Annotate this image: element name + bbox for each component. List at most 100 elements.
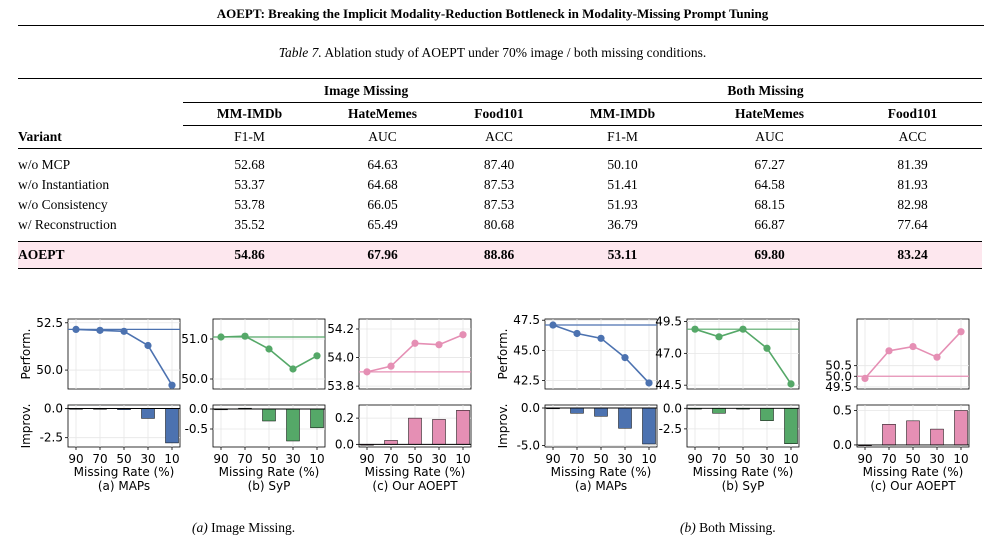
dataset-header: Food101 — [887, 106, 938, 121]
x-tick-label: 30 — [929, 452, 944, 466]
table-cell: 83.24 — [843, 241, 982, 269]
perf-point — [645, 379, 653, 387]
x-tick-label: 90 — [359, 452, 374, 466]
perf-point — [739, 325, 747, 333]
y-tick-label: -2.5 — [40, 431, 63, 445]
perf-point — [549, 321, 557, 329]
table-cell: 54.86 — [183, 241, 316, 269]
table-row: w/ Reconstruction 35.52 65.49 80.68 36.79 66.… — [18, 215, 982, 235]
perf-point — [861, 374, 869, 382]
x-axis-label: Missing Rate (%) — [693, 465, 794, 479]
perf-point — [144, 341, 152, 350]
perf-point — [120, 327, 128, 335]
x-tick-label: 70 — [383, 452, 398, 466]
y-tick-label: 0.0 — [663, 401, 682, 415]
table-cell: 87.53 — [483, 197, 515, 212]
y-tick-label: 0.0 — [833, 438, 852, 452]
y-axis-label: Perform. — [19, 329, 33, 380]
y-tick-label: 49.5 — [825, 380, 852, 394]
improv-bar — [432, 419, 446, 445]
perf-point — [957, 328, 965, 336]
table-cell: 87.53 — [483, 177, 515, 192]
x-tick-label: 30 — [431, 452, 446, 466]
improv-bar — [310, 408, 324, 429]
table-cell: 65.49 — [367, 217, 398, 232]
group-header-image-missing: Image Missing — [323, 82, 409, 98]
table-row-ours: AOEPT 54.86 67.96 88.86 53.11 69.80 83.2… — [18, 241, 982, 269]
x-axis-label: Missing Rate (%) — [219, 465, 320, 479]
x-tick-label: 30 — [617, 452, 632, 466]
perf-point — [787, 380, 795, 388]
table-cell: 64.63 — [367, 157, 398, 172]
table-cell: 36.79 — [607, 217, 638, 232]
panel-title: (b) SyP — [722, 479, 765, 493]
dataset-header: MM-IMDb — [216, 106, 283, 121]
improv-bar — [408, 417, 422, 445]
perf-point — [313, 352, 321, 360]
table-caption-text: Ablation study of AOEPT under 70% image … — [324, 45, 707, 60]
perf-point — [691, 325, 699, 333]
x-tick-label: 70 — [881, 452, 896, 466]
table-cell: 68.15 — [754, 197, 785, 212]
x-tick-label: 30 — [140, 452, 155, 466]
perf-point — [411, 339, 419, 347]
table-cell: 81.39 — [897, 157, 928, 172]
x-axis-label: Missing Rate (%) — [365, 465, 466, 479]
dataset-header: MM-IMDb — [589, 106, 656, 121]
table-cell: 51.41 — [607, 177, 638, 192]
table-row: w/o Consistency 53.78 66.05 87.53 51.93 68.15… — [18, 195, 982, 215]
table-cell: 82.98 — [897, 197, 928, 212]
subcaption-text: Both Missing. — [699, 520, 776, 535]
subcaption-b: (b) Both Missing. — [680, 520, 776, 536]
x-tick-label: 90 — [68, 452, 83, 466]
x-tick-label: 70 — [569, 452, 584, 466]
variant-name: w/o Consistency — [18, 197, 108, 212]
perf-point — [241, 332, 249, 340]
y-axis-label: Perform. — [496, 329, 510, 380]
x-tick-label: 90 — [687, 452, 702, 466]
perf-point — [96, 326, 104, 334]
y-tick-label: 53.8 — [327, 379, 354, 393]
y-tick-label: 0.0 — [335, 437, 354, 451]
table-cell: 53.11 — [549, 241, 696, 269]
table-cell: 50.10 — [607, 157, 638, 172]
variant-name: w/o Instantiation — [18, 177, 110, 192]
y-tick-label: 51.0 — [181, 332, 208, 346]
y-tick-label: 50.0 — [181, 372, 208, 386]
table-cell: 53.37 — [234, 177, 265, 192]
table-row: w/o Instantiation 53.37 64.68 87.53 51.41 64.… — [18, 175, 982, 195]
perf-point — [168, 381, 176, 389]
dataset-header: HateMemes — [735, 106, 804, 121]
table-cell: 77.64 — [897, 217, 928, 232]
improv-bar — [906, 420, 920, 446]
improv-bar — [456, 410, 470, 445]
x-tick-label: 50 — [261, 452, 276, 466]
perf-point — [72, 325, 80, 334]
y-tick-label: 0.5 — [833, 404, 852, 418]
subcaption-label: (b) — [680, 520, 696, 535]
improv-bar — [930, 428, 944, 446]
metric-header: F1-M — [234, 129, 265, 144]
y-tick-label: 45.0 — [513, 343, 540, 357]
improv-bar — [712, 408, 726, 414]
improv-bar — [642, 407, 656, 445]
x-axis-label: Missing Rate (%) — [551, 465, 652, 479]
table-cell: 52.68 — [234, 157, 265, 172]
improv-bar — [165, 408, 179, 444]
dataset-header: HateMemes — [348, 106, 417, 121]
table-caption: Table 7. Ablation study of AOEPT under 7… — [0, 45, 985, 61]
metric-header: ACC — [898, 129, 927, 144]
x-tick-label: 50 — [905, 452, 920, 466]
perf-point — [933, 353, 941, 361]
header-rule — [18, 25, 984, 26]
y-tick-label: 49.5 — [655, 315, 682, 329]
x-tick-label: 30 — [759, 452, 774, 466]
improv-bar — [286, 408, 300, 442]
x-tick-label: 10 — [641, 452, 656, 466]
metric-header: AUC — [755, 129, 784, 144]
variant-name: w/ Reconstruction — [18, 217, 117, 232]
x-tick-label: 10 — [309, 452, 324, 466]
table-cell: 67.96 — [316, 241, 449, 269]
metric-header: AUC — [368, 129, 397, 144]
